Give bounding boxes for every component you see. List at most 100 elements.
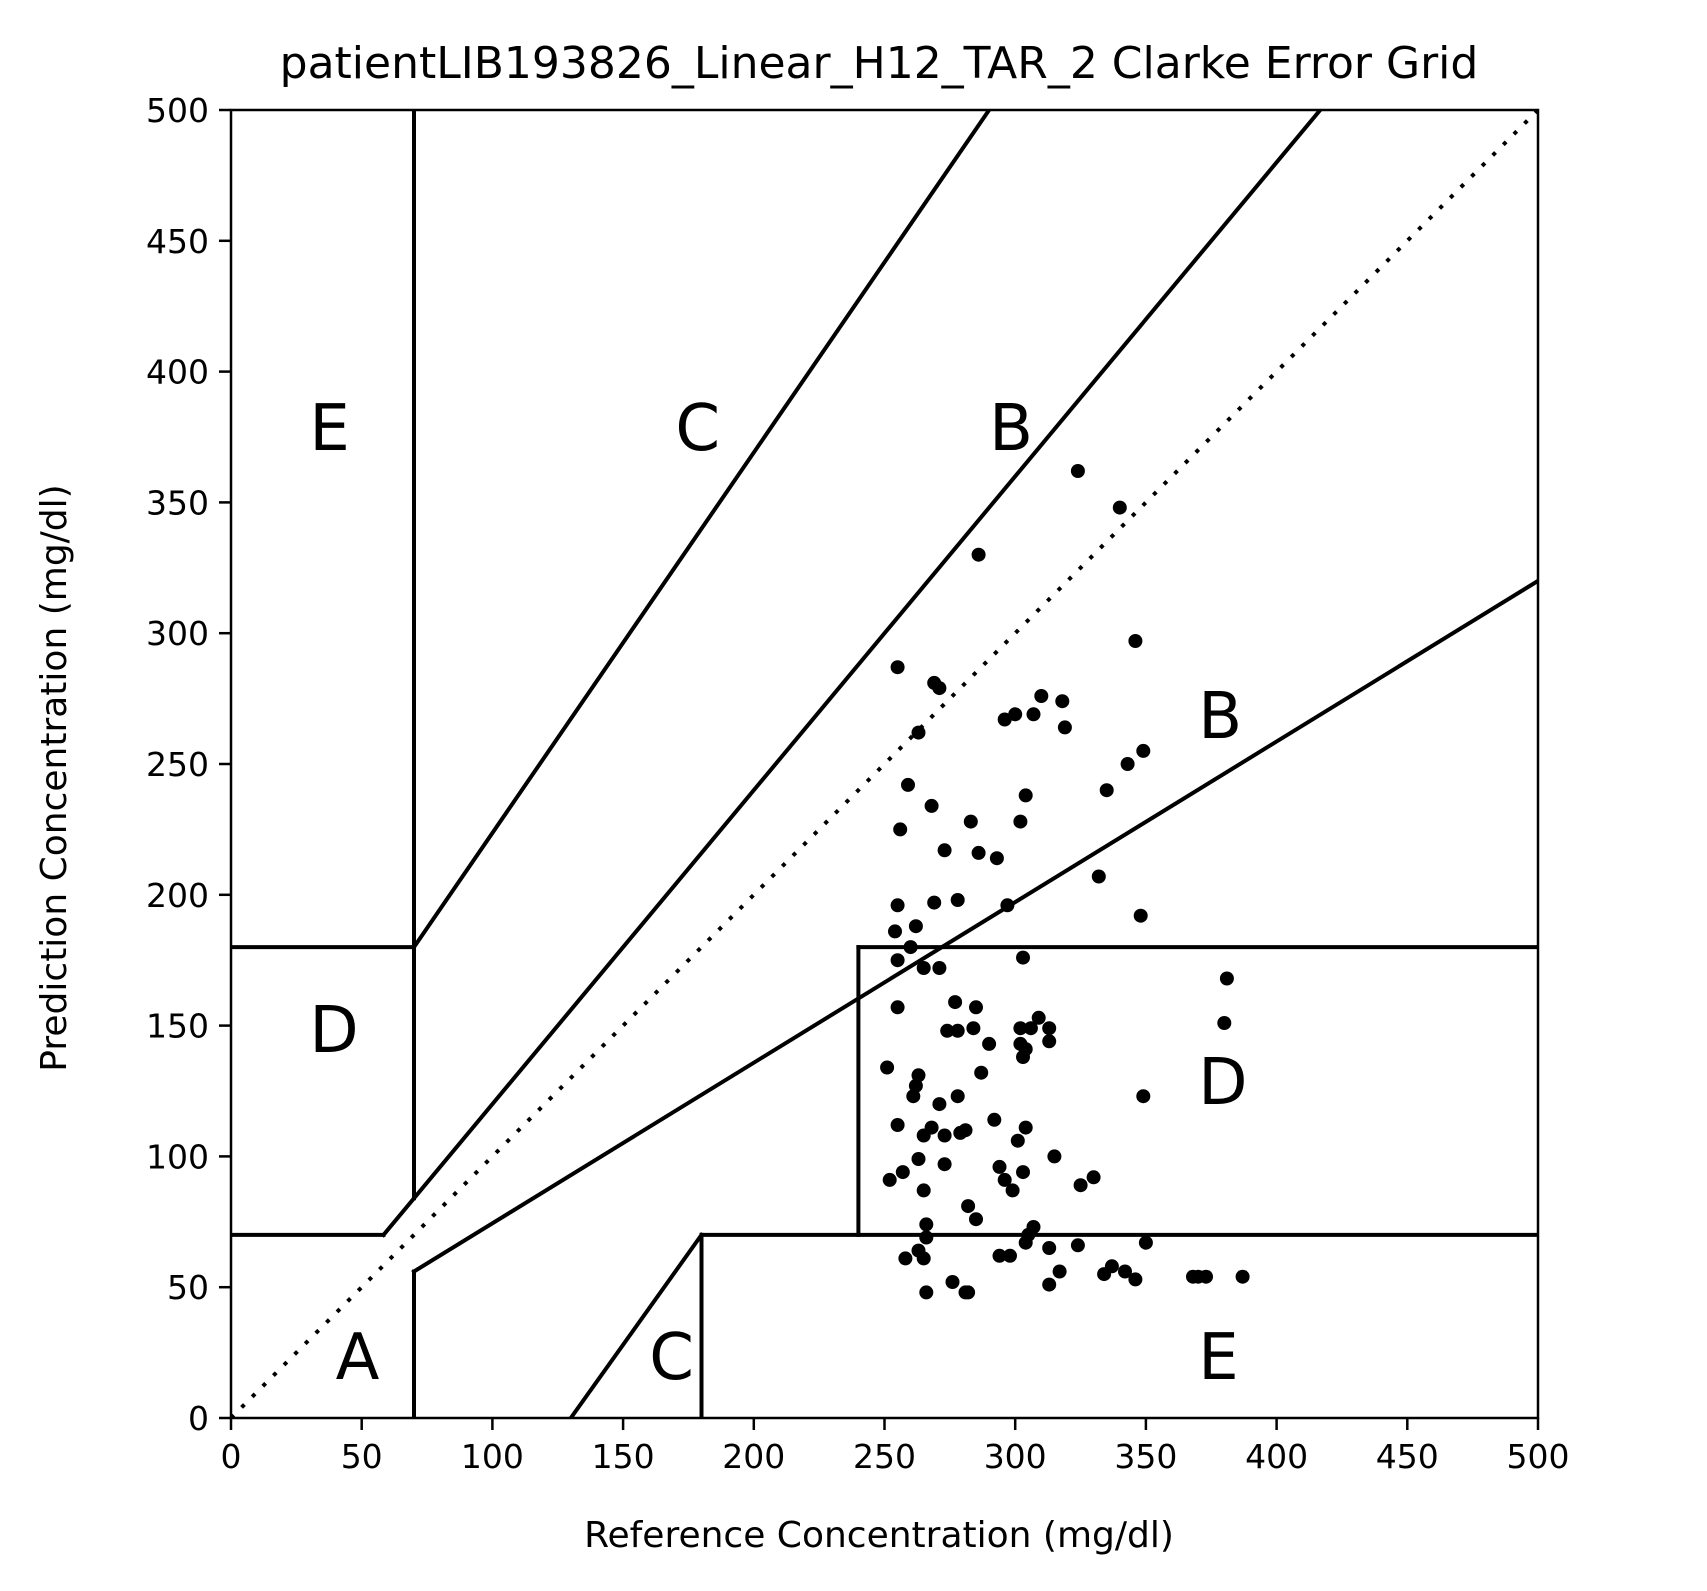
- data-point: [992, 1159, 1007, 1174]
- x-tick-label: 400: [1245, 1437, 1308, 1476]
- x-tick-label: 150: [592, 1437, 655, 1476]
- data-point: [950, 1089, 965, 1104]
- zone-label-b: B: [989, 392, 1033, 466]
- data-point: [1112, 500, 1127, 515]
- data-point: [1128, 1272, 1143, 1287]
- data-point: [1008, 707, 1023, 722]
- data-point: [1055, 694, 1070, 709]
- data-point: [958, 1285, 973, 1300]
- data-point: [958, 1123, 973, 1138]
- data-point: [898, 1251, 913, 1266]
- data-point: [961, 1199, 976, 1214]
- data-point: [982, 1036, 997, 1051]
- data-point: [1052, 1264, 1067, 1279]
- data-point: [903, 940, 918, 955]
- data-point: [932, 961, 947, 975]
- data-point: [1005, 1183, 1020, 1198]
- x-axis-label: Reference Concentration (mg/dl): [584, 1515, 1174, 1556]
- data-point: [911, 1068, 926, 1083]
- data-point: [890, 953, 905, 968]
- data-point: [969, 1000, 983, 1015]
- zone-label-a: A: [336, 1321, 380, 1395]
- data-point: [940, 1023, 955, 1038]
- data-point: [927, 895, 942, 910]
- x-tick-label: 500: [1507, 1437, 1570, 1476]
- data-point: [1026, 707, 1041, 722]
- y-tick-label: 0: [188, 1399, 209, 1438]
- data-point: [890, 898, 905, 913]
- data-point: [1133, 908, 1148, 923]
- y-tick-label: 50: [167, 1268, 209, 1307]
- x-tick-label: 300: [984, 1437, 1047, 1476]
- y-tick-label: 100: [146, 1137, 209, 1176]
- data-point: [987, 1112, 1002, 1127]
- data-point: [1018, 788, 1033, 803]
- data-point: [932, 1097, 947, 1112]
- data-point: [1070, 1238, 1085, 1253]
- data-point: [888, 924, 902, 939]
- zone-label-e: E: [309, 392, 349, 466]
- data-point: [911, 725, 926, 740]
- x-tick-label: 250: [853, 1437, 916, 1476]
- data-point: [971, 547, 986, 562]
- y-axis-label: Prediction Concentration (mg/dl): [34, 484, 75, 1071]
- data-point: [1016, 1165, 1030, 1180]
- data-point: [1217, 1016, 1232, 1030]
- data-point: [1118, 1264, 1132, 1279]
- data-point: [1047, 1149, 1062, 1164]
- zone-boundary-line: [568, 1232, 705, 1418]
- zone-label-d: D: [309, 994, 358, 1068]
- data-point: [1000, 898, 1015, 913]
- y-tick-label: 400: [146, 353, 209, 392]
- data-point: [971, 845, 986, 860]
- data-point: [919, 1285, 934, 1300]
- data-point: [1042, 1034, 1057, 1049]
- data-point: [1070, 464, 1085, 478]
- data-point: [919, 1230, 934, 1245]
- data-point: [950, 1023, 965, 1038]
- data-point: [895, 1165, 910, 1180]
- data-point: [893, 822, 908, 837]
- data-point: [1235, 1269, 1250, 1284]
- data-point: [901, 777, 915, 792]
- y-tick-label: 500: [146, 91, 209, 130]
- data-point: [882, 1172, 897, 1187]
- y-tick-label: 200: [146, 876, 209, 915]
- data-point: [916, 1183, 931, 1198]
- data-point: [974, 1065, 989, 1080]
- data-point: [916, 1251, 931, 1266]
- data-point: [963, 814, 978, 829]
- data-point: [1057, 720, 1072, 735]
- data-point: [937, 1157, 952, 1172]
- data-point: [890, 1118, 905, 1132]
- data-point: [945, 1275, 960, 1289]
- data-point: [1018, 1120, 1033, 1135]
- data-point: [1010, 1133, 1025, 1148]
- data-point: [1091, 869, 1106, 884]
- data-point: [1219, 971, 1234, 986]
- data-point: [1018, 1235, 1033, 1250]
- data-point: [989, 851, 1004, 866]
- x-tick-label: 0: [221, 1437, 242, 1476]
- data-point: [1042, 1241, 1057, 1255]
- data-point: [906, 1089, 921, 1104]
- data-point: [1018, 1042, 1033, 1057]
- data-point: [1086, 1170, 1101, 1185]
- zone-label-b: B: [1198, 680, 1242, 754]
- y-tick-label: 150: [146, 1007, 209, 1046]
- plot-area: A B B C C D D E E: [231, 110, 1538, 1418]
- zone-label-d: D: [1198, 1046, 1247, 1120]
- data-point: [919, 1217, 934, 1232]
- data-point: [916, 961, 931, 975]
- x-tick-label: 450: [1376, 1437, 1439, 1476]
- data-point: [1016, 950, 1030, 965]
- data-point: [911, 1152, 926, 1166]
- data-point: [1042, 1021, 1057, 1036]
- data-point: [937, 1128, 952, 1143]
- data-point: [1138, 1235, 1153, 1250]
- x-tick-label: 50: [341, 1437, 383, 1476]
- data-point: [890, 660, 905, 675]
- x-tick-label: 350: [1114, 1437, 1177, 1476]
- data-point: [1099, 783, 1114, 798]
